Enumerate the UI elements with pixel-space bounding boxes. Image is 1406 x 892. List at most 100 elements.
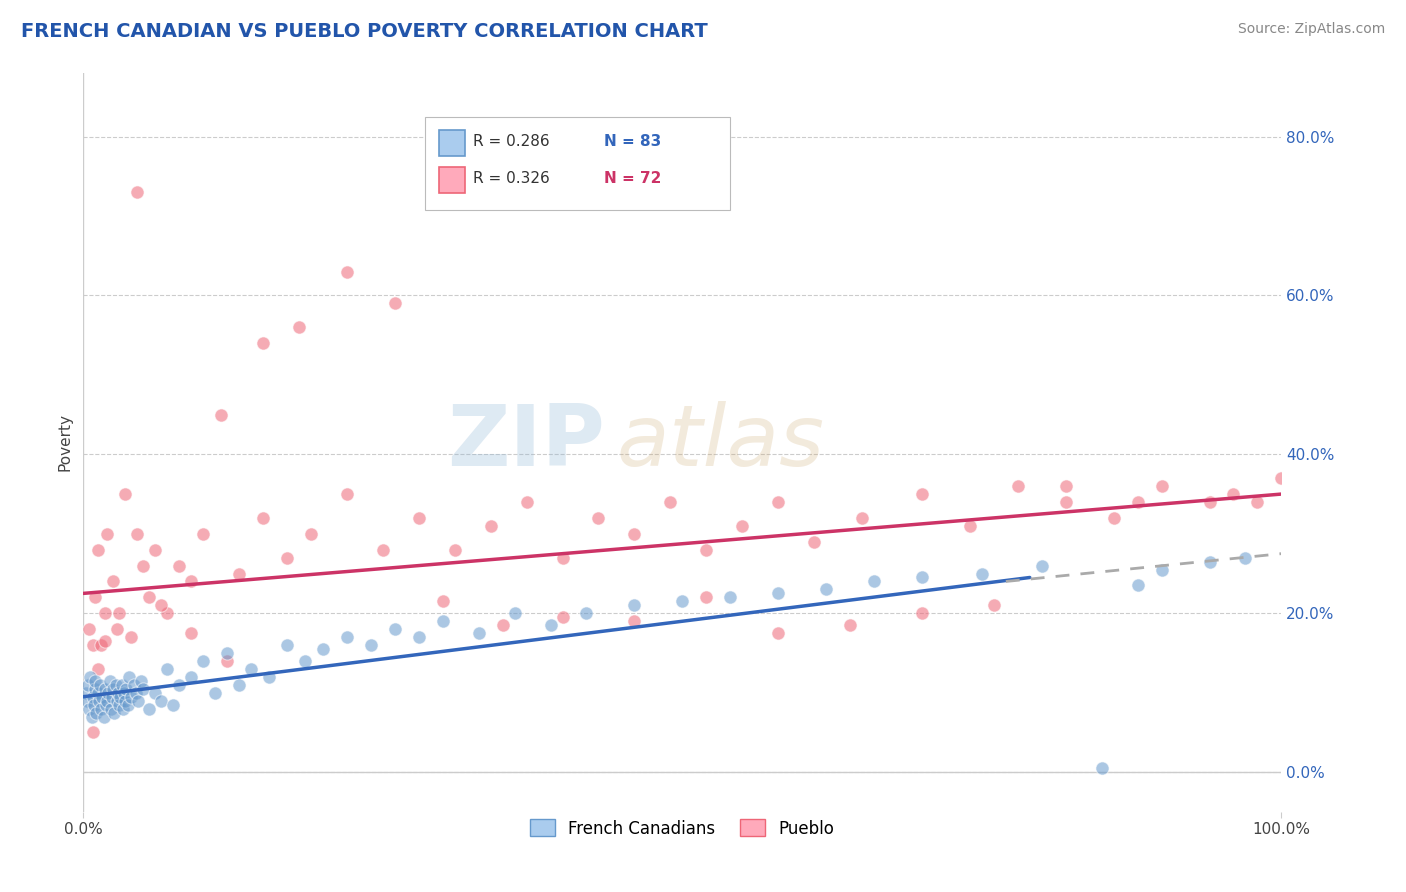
- Point: [228, 678, 250, 692]
- Point: [94, 698, 117, 712]
- Point: [1270, 471, 1292, 485]
- Point: [107, 686, 129, 700]
- Point: [240, 662, 263, 676]
- Point: [129, 673, 152, 688]
- Point: [503, 606, 526, 620]
- Point: [83, 698, 105, 712]
- Point: [108, 606, 131, 620]
- Point: [312, 642, 335, 657]
- Point: [766, 586, 789, 600]
- Point: [94, 681, 117, 696]
- Point: [1246, 495, 1268, 509]
- Point: [1102, 511, 1125, 525]
- Point: [105, 693, 128, 707]
- Point: [156, 662, 179, 676]
- Point: [491, 618, 513, 632]
- Point: [851, 511, 873, 525]
- Point: [89, 678, 111, 692]
- Point: [96, 526, 118, 541]
- Point: [111, 701, 134, 715]
- Point: [228, 566, 250, 581]
- Point: [84, 591, 107, 605]
- Point: [132, 558, 155, 573]
- Point: [1091, 761, 1114, 775]
- Point: [1126, 578, 1149, 592]
- Point: [98, 673, 121, 688]
- Point: [117, 698, 139, 712]
- Text: R = 0.286: R = 0.286: [472, 134, 550, 149]
- Point: [588, 511, 610, 525]
- Point: [731, 519, 754, 533]
- Point: [94, 606, 117, 620]
- Point: [111, 678, 134, 692]
- Point: [695, 542, 717, 557]
- Point: [84, 681, 107, 696]
- Point: [970, 566, 993, 581]
- Point: [167, 678, 190, 692]
- Point: [120, 630, 142, 644]
- Y-axis label: Poverty: Poverty: [58, 413, 72, 472]
- Point: [467, 626, 489, 640]
- Point: [127, 526, 149, 541]
- Point: [294, 654, 316, 668]
- Point: [659, 495, 682, 509]
- Point: [209, 408, 232, 422]
- Text: FRENCH CANADIAN VS PUEBLO POVERTY CORRELATION CHART: FRENCH CANADIAN VS PUEBLO POVERTY CORREL…: [21, 22, 707, 41]
- Point: [839, 618, 862, 632]
- Text: Source: ZipAtlas.com: Source: ZipAtlas.com: [1237, 22, 1385, 37]
- Point: [1007, 479, 1029, 493]
- Point: [127, 693, 149, 707]
- Point: [105, 622, 128, 636]
- Point: [257, 670, 280, 684]
- Point: [138, 701, 160, 715]
- Point: [103, 706, 125, 720]
- Point: [114, 693, 136, 707]
- Point: [1126, 495, 1149, 509]
- Point: [79, 670, 101, 684]
- Point: [863, 574, 886, 589]
- Point: [86, 662, 108, 676]
- Point: [695, 591, 717, 605]
- Point: [114, 487, 136, 501]
- Point: [122, 678, 145, 692]
- Point: [86, 706, 108, 720]
- Point: [384, 296, 406, 310]
- Point: [156, 606, 179, 620]
- Point: [87, 693, 110, 707]
- Text: ZIP: ZIP: [447, 401, 605, 484]
- Point: [180, 626, 202, 640]
- Point: [1150, 479, 1173, 493]
- Point: [1150, 563, 1173, 577]
- Point: [82, 725, 104, 739]
- Point: [204, 686, 226, 700]
- Point: [76, 693, 98, 707]
- Point: [215, 654, 238, 668]
- Point: [167, 558, 190, 573]
- Point: [959, 519, 981, 533]
- Bar: [439, 130, 465, 156]
- Point: [299, 526, 322, 541]
- Point: [132, 681, 155, 696]
- Point: [803, 534, 825, 549]
- Text: atlas: atlas: [616, 401, 824, 484]
- Point: [551, 610, 574, 624]
- Point: [276, 638, 298, 652]
- Point: [1222, 487, 1244, 501]
- Point: [143, 686, 166, 700]
- Point: [252, 336, 274, 351]
- Point: [138, 591, 160, 605]
- Text: R = 0.326: R = 0.326: [472, 171, 550, 186]
- Point: [103, 574, 125, 589]
- Point: [336, 487, 359, 501]
- Point: [623, 599, 645, 613]
- Point: [79, 622, 101, 636]
- Point: [80, 709, 103, 723]
- Point: [79, 701, 101, 715]
- Point: [101, 690, 124, 704]
- Point: [104, 678, 127, 692]
- Point: [1234, 550, 1257, 565]
- Point: [150, 693, 173, 707]
- Point: [90, 701, 112, 715]
- Point: [86, 686, 108, 700]
- Point: [110, 690, 132, 704]
